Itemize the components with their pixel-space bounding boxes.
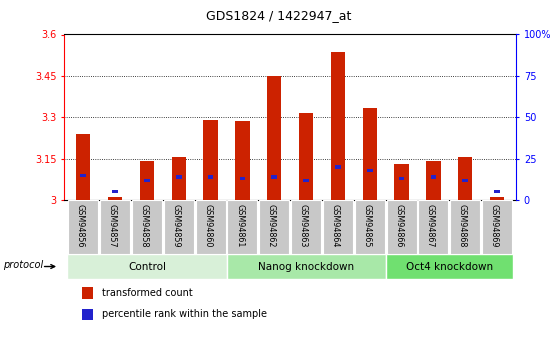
Bar (108, 197, 122, 200)
Bar (82, 287, 93, 299)
Bar (227, 254, 386, 279)
Bar (164, 200, 194, 254)
Bar (367, 169, 373, 172)
Text: GSM94860: GSM94860 (203, 204, 212, 248)
Bar (68, 254, 227, 279)
Bar (458, 157, 473, 200)
Text: GSM94858: GSM94858 (140, 204, 148, 248)
Bar (204, 120, 218, 200)
Bar (172, 157, 186, 200)
Text: transformed count: transformed count (102, 288, 193, 298)
Bar (418, 200, 448, 254)
Text: Oct4 knockdown: Oct4 knockdown (406, 262, 493, 272)
Bar (323, 200, 353, 254)
Bar (80, 174, 86, 177)
Bar (112, 190, 118, 194)
Bar (100, 200, 130, 254)
Bar (399, 177, 405, 180)
Text: Control: Control (128, 262, 166, 272)
Text: protocol: protocol (3, 260, 44, 270)
Bar (335, 165, 341, 169)
Bar (431, 175, 436, 179)
Bar (363, 108, 377, 200)
Bar (76, 134, 90, 200)
Bar (450, 200, 480, 254)
Text: GSM94865: GSM94865 (362, 204, 371, 248)
Text: GSM94859: GSM94859 (171, 204, 180, 248)
Text: GSM94866: GSM94866 (394, 204, 403, 248)
Bar (228, 200, 257, 254)
Bar (82, 308, 93, 320)
Bar (395, 164, 408, 200)
Text: GSM94863: GSM94863 (299, 204, 307, 248)
Text: GSM94862: GSM94862 (267, 204, 276, 248)
Text: percentile rank within the sample: percentile rank within the sample (102, 309, 267, 319)
Bar (68, 200, 98, 254)
Bar (299, 113, 313, 200)
Text: GSM94861: GSM94861 (235, 204, 244, 248)
Text: GSM94869: GSM94869 (489, 204, 499, 248)
Bar (303, 179, 309, 182)
Bar (239, 177, 246, 180)
Bar (196, 200, 225, 254)
Bar (482, 200, 512, 254)
Bar (490, 197, 504, 200)
Bar (267, 76, 281, 200)
Text: GDS1824 / 1422947_at: GDS1824 / 1422947_at (206, 9, 352, 22)
Text: GSM94868: GSM94868 (458, 204, 467, 248)
Text: Nanog knockdown: Nanog knockdown (258, 262, 354, 272)
Text: GSM94867: GSM94867 (426, 204, 435, 248)
Bar (386, 254, 513, 279)
Bar (259, 200, 289, 254)
Bar (235, 121, 249, 200)
Bar (494, 190, 500, 194)
Bar (176, 175, 181, 179)
Bar (140, 161, 154, 200)
Bar (208, 175, 214, 179)
Bar (387, 200, 416, 254)
Bar (271, 175, 277, 179)
Text: GSM94864: GSM94864 (330, 204, 339, 248)
Text: GSM94856: GSM94856 (76, 204, 85, 248)
Bar (291, 200, 321, 254)
Bar (463, 179, 468, 182)
Bar (426, 161, 441, 200)
Bar (144, 179, 150, 182)
Bar (331, 52, 345, 200)
Bar (355, 200, 384, 254)
Bar (132, 200, 162, 254)
Text: GSM94857: GSM94857 (108, 204, 117, 248)
